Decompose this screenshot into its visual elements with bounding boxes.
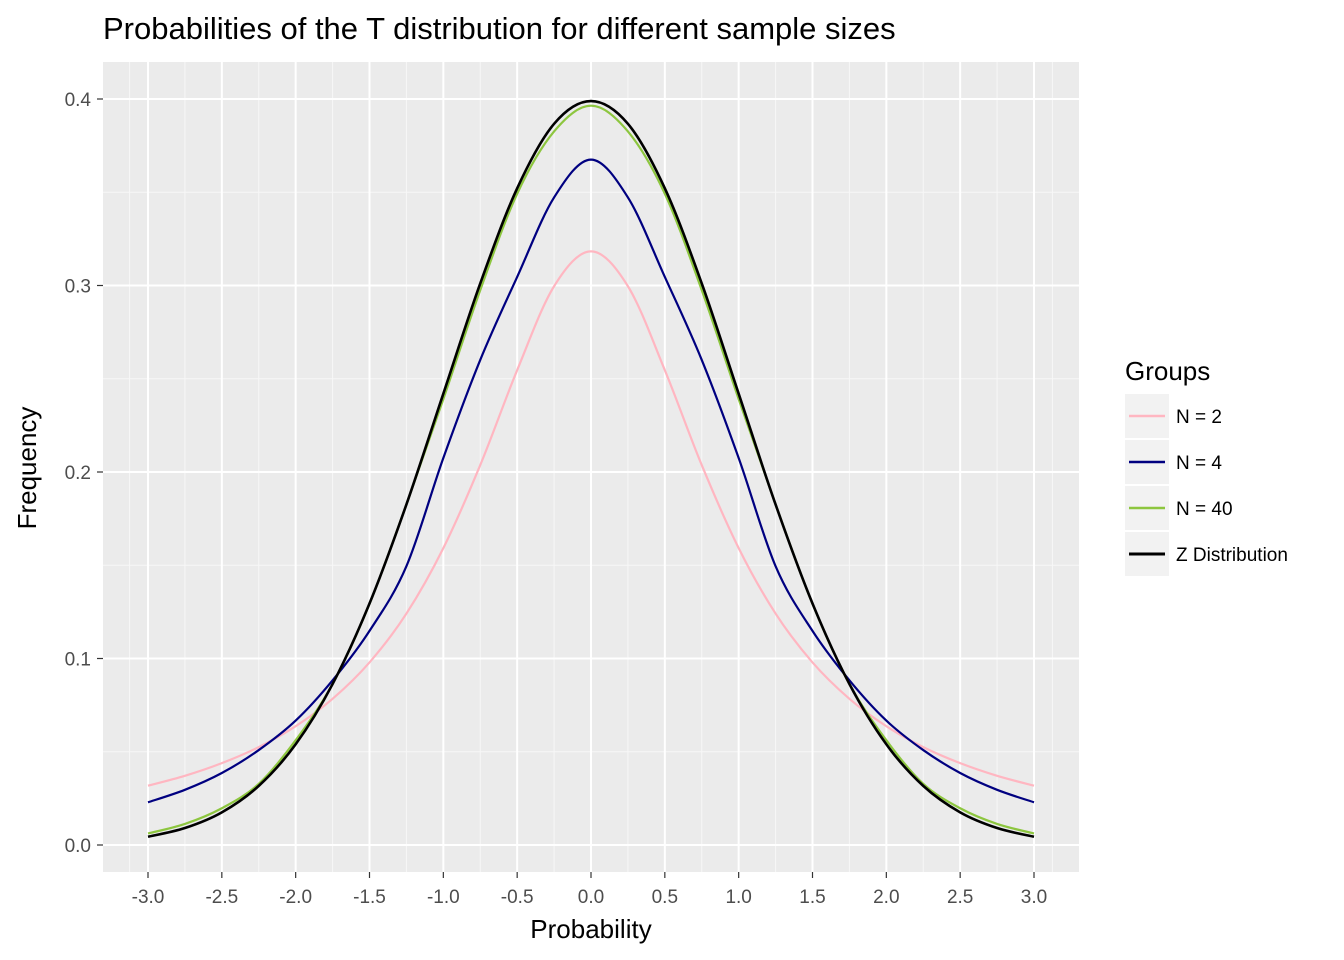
series-line-2 [147, 158, 1035, 804]
y-axis-title: Frequency [12, 407, 42, 530]
x-axis-title: Probability [530, 914, 651, 944]
legend-label: Z Distribution [1176, 545, 1288, 566]
x-tick-label: 1.5 [799, 887, 825, 908]
x-tick-label: -2.0 [279, 887, 312, 908]
series-lines [147, 99, 1035, 839]
legend: Groups N = 2 N = 4 N = 40 Z Distribution [1125, 356, 1288, 576]
legend-title: Groups [1125, 356, 1210, 386]
x-tick-label: 0.5 [652, 887, 678, 908]
x-tick-label: 0.0 [578, 887, 604, 908]
x-tick-label: -1.5 [353, 887, 386, 908]
x-tick-label: -0.5 [501, 887, 534, 908]
x-axis-ticks: -3.0 -2.5 -2.0 -1.5 -1.0 -0.5 0.0 0.5 1.0 1.5 2.0 2… [132, 872, 1047, 908]
series-line-4 [147, 99, 1035, 839]
series-line-1 [147, 250, 1035, 787]
legend-label: N = 2 [1176, 407, 1222, 428]
y-tick-label: 0.2 [65, 463, 91, 484]
legend-label: N = 40 [1176, 499, 1233, 520]
chart-title: Probabilities of the T distribution for … [103, 11, 896, 46]
x-tick-label: -3.0 [132, 887, 165, 908]
x-tick-label: 1.0 [725, 887, 751, 908]
x-tick-label: -1.0 [427, 887, 460, 908]
y-axis-ticks: 0.0 0.1 0.2 0.3 0.4 [65, 90, 103, 857]
x-tick-label: 2.0 [873, 887, 899, 908]
y-tick-label: 0.0 [65, 836, 91, 857]
x-tick-label: -2.5 [205, 887, 238, 908]
x-tick-label: 3.0 [1021, 887, 1047, 908]
y-tick-label: 0.3 [65, 277, 91, 298]
grid-major [103, 62, 1079, 872]
y-tick-label: 0.1 [65, 650, 91, 671]
x-tick-label: 2.5 [947, 887, 973, 908]
legend-label: N = 4 [1176, 453, 1222, 474]
y-tick-label: 0.4 [65, 90, 92, 111]
